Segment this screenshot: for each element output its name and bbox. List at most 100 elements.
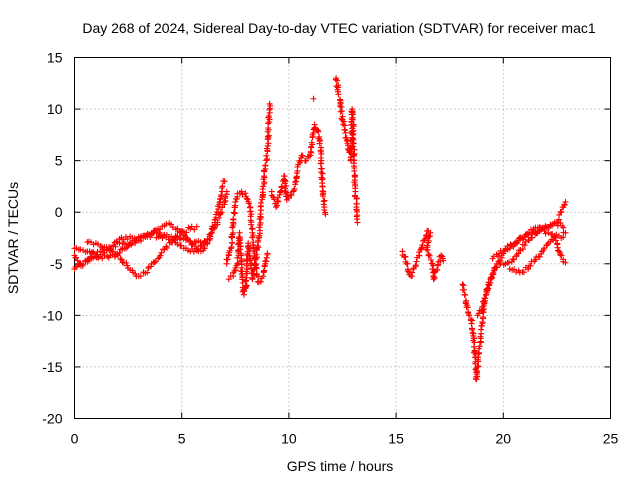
y-axis-label: SDTVAR / TECUs (5, 182, 21, 294)
data-point (413, 258, 420, 265)
data-point (122, 245, 129, 252)
data-point (150, 229, 157, 236)
axis-ticks: 0 5 10 15 20 25 15 10 5 0 -5 -10 -15 -20 (42, 50, 618, 447)
data-point (261, 168, 268, 175)
data-point (482, 295, 489, 302)
y-tick-label: 15 (47, 50, 63, 66)
data-point (426, 252, 433, 259)
data-point (158, 249, 165, 256)
data-point (265, 140, 272, 147)
data-point (430, 276, 437, 283)
data-point (527, 262, 534, 269)
data-point (204, 236, 211, 243)
data-point (193, 223, 200, 230)
data-point (110, 248, 117, 255)
data-point (169, 224, 176, 231)
data-point (115, 252, 122, 259)
data-point (160, 232, 167, 239)
data-point (257, 211, 264, 218)
data-point (164, 244, 171, 251)
data-point (262, 162, 269, 169)
grid-lines (74, 57, 611, 419)
data-point (318, 169, 325, 176)
data-point (219, 183, 226, 190)
data-point (476, 343, 483, 350)
data-point (470, 343, 477, 350)
data-point (260, 268, 267, 275)
y-tick-label: 5 (55, 153, 63, 169)
data-point (484, 285, 491, 292)
data-point (231, 268, 238, 275)
data-point (334, 77, 341, 84)
x-tick-label: 25 (603, 431, 619, 447)
data-point (459, 281, 466, 288)
data-point (173, 234, 180, 241)
data-point (260, 183, 267, 190)
data-point (243, 283, 250, 290)
data-point (495, 253, 502, 260)
data-point (473, 367, 480, 374)
x-tick-label: 10 (281, 431, 297, 447)
data-point (250, 266, 257, 273)
data-point (558, 208, 565, 215)
data-point (404, 267, 411, 274)
data-points (71, 75, 569, 383)
data-point (340, 118, 347, 125)
data-point (251, 265, 258, 272)
data-point (404, 260, 411, 267)
data-point (141, 232, 148, 239)
data-point (545, 229, 552, 236)
data-point (469, 329, 476, 336)
data-point (525, 266, 532, 273)
data-point (80, 261, 87, 268)
data-point (236, 246, 243, 253)
data-point (558, 252, 565, 259)
data-point (308, 139, 315, 146)
data-point (424, 246, 431, 253)
data-point (229, 239, 236, 246)
data-point (292, 179, 299, 186)
data-point (462, 291, 469, 298)
data-point (112, 243, 119, 250)
data-point (350, 140, 357, 147)
data-point (322, 211, 329, 218)
data-point (253, 261, 260, 268)
data-point (180, 235, 187, 242)
data-point (561, 202, 568, 209)
data-point (466, 312, 473, 319)
data-point (230, 229, 237, 236)
data-point (472, 360, 479, 367)
data-point (288, 192, 295, 199)
data-point (314, 127, 321, 134)
data-point (278, 184, 285, 191)
data-point (174, 232, 181, 239)
data-point (474, 363, 481, 370)
data-point (170, 237, 177, 244)
data-point (246, 200, 253, 207)
data-point (560, 224, 567, 231)
data-point (428, 256, 435, 263)
data-point (247, 257, 254, 264)
data-point (190, 248, 197, 255)
data-point (242, 190, 249, 197)
data-point (521, 242, 528, 249)
data-point (243, 195, 250, 202)
data-point (214, 219, 221, 226)
data-point (207, 230, 214, 237)
data-point (232, 266, 239, 273)
data-point (338, 107, 345, 114)
data-point (319, 170, 326, 177)
data-point (265, 113, 272, 120)
data-point (532, 256, 539, 263)
data-point (285, 195, 292, 202)
data-point (261, 263, 268, 270)
data-point (217, 210, 224, 217)
data-point (188, 223, 195, 230)
data-point (195, 246, 202, 253)
data-point (243, 282, 250, 289)
data-point (257, 278, 264, 285)
data-point (335, 91, 342, 98)
data-point (536, 253, 543, 260)
data-point (332, 76, 339, 83)
data-point (425, 234, 432, 241)
